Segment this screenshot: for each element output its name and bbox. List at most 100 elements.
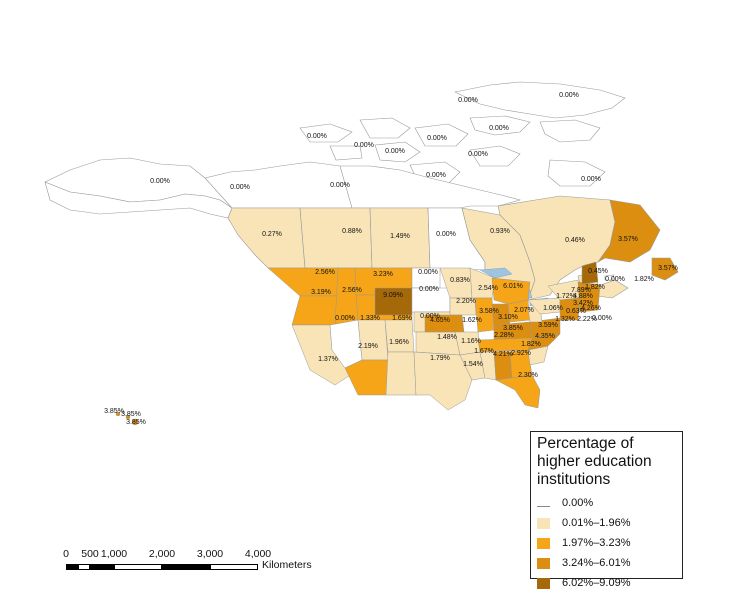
region-value-label: 0.00% (458, 97, 478, 104)
region-value-label: 0.00% (385, 148, 405, 155)
region-value-label: 4.65% (430, 317, 450, 324)
region-value-label: 2.92% (511, 350, 531, 357)
region-value-label: 7.89% (571, 287, 591, 294)
region-value-label: 2.56% (315, 269, 335, 276)
region-value-label: 0.88% (342, 228, 362, 235)
region-fl (495, 374, 541, 409)
region-value-label: 1.82% (521, 341, 541, 348)
region-value-label: 6.01% (503, 283, 523, 290)
legend-swatch (537, 537, 550, 549)
region-value-label: 0.63% (566, 308, 586, 315)
region-value-label: 3.58% (479, 308, 499, 315)
region-il (474, 297, 495, 333)
region-ia (449, 297, 477, 316)
region-sd (374, 287, 413, 316)
region-value-label: 0.00% (307, 133, 327, 140)
scale-bar-segment-6 (210, 564, 258, 570)
region-value-label: 3.10% (498, 314, 518, 321)
region-value-label: 3.85% (126, 419, 146, 426)
region-value-label: 3.42% (573, 300, 593, 307)
scale-bar-segment-3 (90, 564, 114, 570)
region-value-label: 1.79% (430, 355, 450, 362)
region-value-label: 2.54% (478, 285, 498, 292)
legend-swatch (537, 577, 550, 589)
region-labels: 0.00% 0.00% 0.00% 0.00% 0.00% 0.00% 0.00% 0.00%… (104, 92, 678, 426)
region-value-label: 3.19% (311, 289, 331, 296)
region-value-label: 4.21% (493, 351, 513, 358)
region-value-label: 1.48% (437, 334, 457, 341)
region-value-label: 0.00% (419, 286, 439, 293)
scale-tick-label: 2,000 (148, 548, 176, 560)
legend-item: 1.97%–3.23% (537, 533, 676, 553)
region-value-label: 3.85% (503, 325, 523, 332)
region-value-label: 1.49% (390, 233, 410, 240)
region-value-label: 0.00% (468, 151, 488, 158)
us-states (267, 261, 601, 411)
legend-item: 3.24%–6.01% (537, 553, 676, 573)
legend-label: 6.02%–9.09% (562, 577, 631, 589)
region-value-label: 1.06% (543, 305, 563, 312)
scale-tick-label: 0 (63, 548, 69, 560)
region-value-label: 0.45% (588, 268, 608, 275)
region-value-label: 2.19% (358, 343, 378, 350)
region-value-label: 0.00% (581, 176, 601, 183)
region-value-label: 1.82% (634, 276, 654, 283)
region-value-label: 1.67% (474, 348, 494, 355)
region-value-label: 4.26% (581, 305, 601, 312)
scale-unit: Kilometers (262, 559, 312, 571)
region-value-label: 3.59% (538, 322, 558, 329)
region-value-label: 0.00% (335, 315, 355, 322)
region-value-label: 0.83% (450, 277, 470, 284)
region-az (344, 359, 389, 396)
region-nf-island (651, 257, 679, 281)
scale-tick-label: 3,000 (196, 548, 224, 560)
alaska (44, 181, 233, 219)
region-nl (597, 199, 661, 263)
region-or (291, 295, 339, 326)
region-ut (357, 319, 389, 361)
scale-bar-segment-5 (162, 564, 210, 570)
region-co (384, 319, 415, 353)
region-bc (227, 207, 306, 269)
hawaii (115, 411, 139, 426)
region-value-label: 0.46% (565, 237, 585, 244)
region-nm (385, 351, 417, 396)
region-value-label: 1.82% (585, 284, 605, 291)
legend-swatch (537, 557, 550, 569)
region-value-label: 4.35% (535, 333, 555, 340)
scale-bar-segment-2 (78, 564, 90, 570)
region-value-label: 0.00% (427, 135, 447, 142)
region-value-label: 0.00% (418, 269, 438, 276)
region-value-label: 0.93% (490, 228, 510, 235)
region-value-label: 0.00% (489, 125, 509, 132)
legend: Percentage of higher education instituti… (530, 431, 683, 589)
region-pe (604, 274, 615, 281)
region-value-label: 0.00% (330, 182, 350, 189)
region-value-label: 1.37% (318, 356, 338, 363)
scale-tick-label: 1,000 (100, 548, 128, 560)
region-value-label: 1.32% (555, 316, 575, 323)
region-value-label: 0.00% (230, 184, 250, 191)
region-value-label: 3.85% (104, 408, 124, 415)
region-value-label: 0.00% (436, 231, 456, 238)
region-value-label: 0.00% (354, 142, 374, 149)
region-value-label: 1.96% (389, 339, 409, 346)
region-value-label: 2.56% (342, 287, 362, 294)
region-value-label: 0.00% (150, 178, 170, 185)
region-value-label: 2.20% (456, 298, 476, 305)
legend-item: 0.01%–1.96% (537, 513, 676, 533)
scale-tick-label: 500 (81, 548, 99, 560)
region-va (529, 317, 561, 339)
region-value-label: 2.30% (518, 372, 538, 379)
region-value-label: 0.00% (605, 276, 625, 283)
region-value-label: 1.69% (392, 315, 412, 322)
canada-provinces (227, 195, 679, 303)
region-nj-md (559, 297, 581, 321)
region-value-label: 9.09% (383, 292, 403, 299)
region-value-label: 1.72% (556, 293, 576, 300)
region-value-label: 3.23% (373, 271, 393, 278)
region-value-label: 1.33% (360, 315, 380, 322)
legend-label: 3.24%–6.01% (562, 557, 631, 569)
region-value-label: 0.27% (262, 231, 282, 238)
